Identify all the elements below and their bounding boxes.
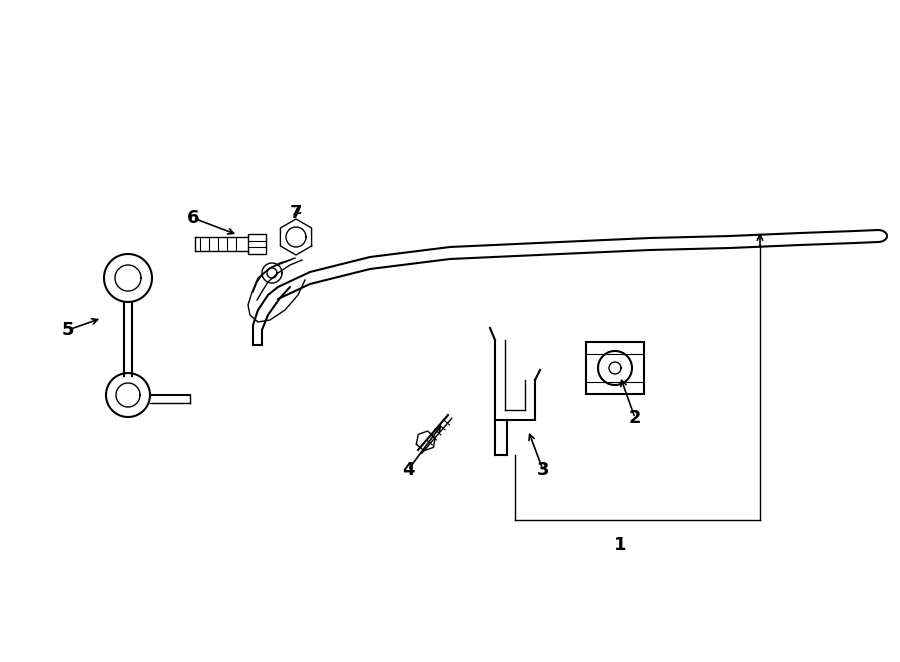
Text: 2: 2 bbox=[629, 409, 641, 427]
Bar bbox=[248, 234, 266, 254]
Text: 4: 4 bbox=[401, 461, 414, 479]
Text: 3: 3 bbox=[536, 461, 549, 479]
Text: 5: 5 bbox=[62, 321, 75, 339]
Text: 6: 6 bbox=[187, 209, 199, 227]
Bar bbox=[586, 342, 644, 394]
Text: 7: 7 bbox=[290, 204, 302, 222]
Text: 1: 1 bbox=[614, 536, 626, 554]
